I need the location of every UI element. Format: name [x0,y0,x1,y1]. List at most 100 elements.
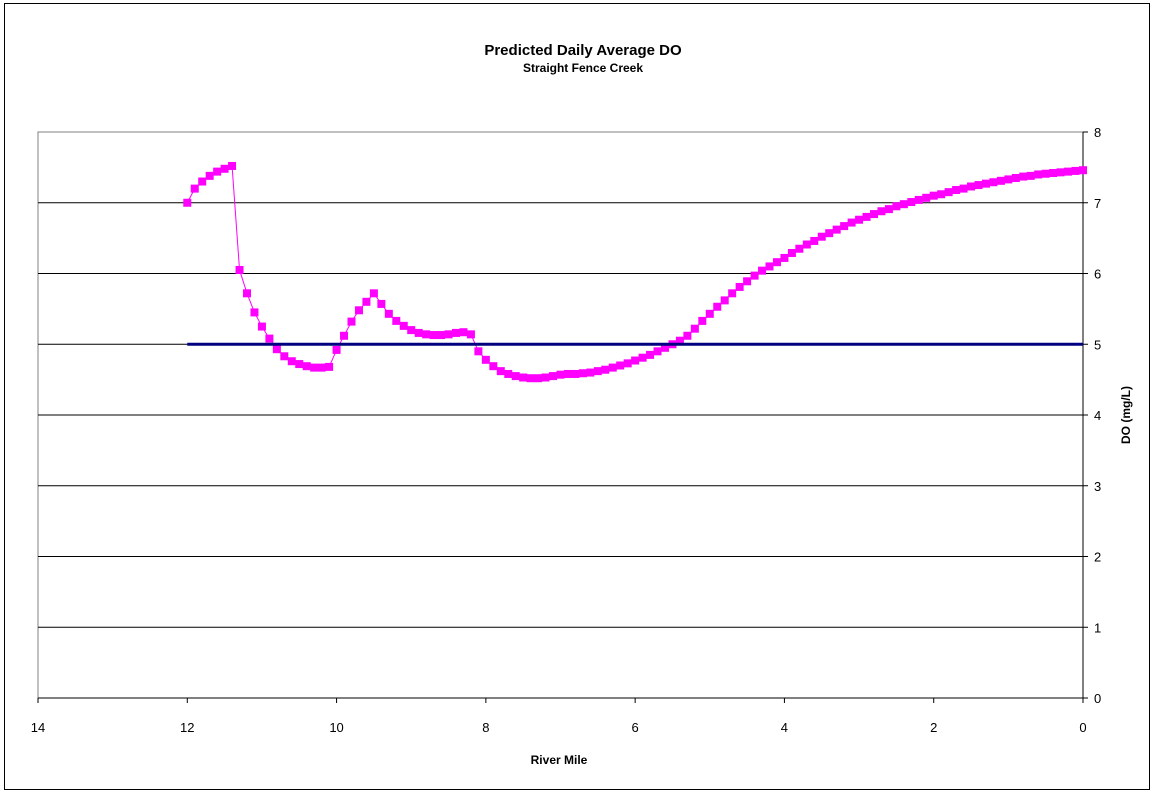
y-tick-label: 4 [1094,408,1101,423]
data-point [653,347,662,356]
data-point [466,330,475,339]
data-point [817,232,826,241]
data-point [1034,170,1043,179]
data-point [340,331,349,340]
data-point [228,161,237,170]
data-point [414,328,423,337]
data-point [354,306,363,315]
data-point [563,369,572,378]
data-point [832,225,841,234]
data-point [996,176,1005,185]
data-point [511,372,520,381]
data-point [608,363,617,372]
data-point [735,282,744,291]
data-point [556,370,565,379]
data-point [743,277,752,286]
data-point [287,357,296,366]
data-point [1079,166,1087,175]
data-point [661,343,669,352]
data-point [847,218,856,227]
x-axis-label: River Mile [531,753,588,767]
data-point [728,289,737,298]
axes-layer [37,131,1088,703]
data-point [952,186,961,195]
x-tick-label: 10 [329,720,343,735]
data-point [646,350,655,359]
data-point [392,316,401,325]
data-point [675,336,684,345]
data-point [713,302,722,311]
data-point [1004,175,1013,184]
data-point [765,262,774,271]
data-point [616,361,625,370]
data-point [1041,169,1050,178]
data-point [571,369,580,378]
data-point [631,356,640,365]
data-point [519,373,528,382]
data-point [862,212,871,221]
data-point [504,369,513,378]
data-point [787,248,796,257]
data-point [1049,169,1058,178]
data-point [974,181,983,190]
data-point [1064,167,1073,176]
data-point [578,369,587,378]
data-point [810,236,819,245]
data-point [601,365,610,374]
data-point [825,229,834,238]
data-point [489,362,498,371]
data-point [422,330,431,339]
data-point [1011,173,1020,182]
data-point [250,308,259,317]
data-point [638,353,647,362]
data-point [683,331,692,340]
data-point [459,328,468,337]
data-point [444,330,453,339]
data-point [310,363,319,372]
data-point [369,289,378,298]
data-point [399,321,408,330]
data-point [981,179,990,188]
data-point [526,374,535,383]
data-point [586,368,595,377]
x-tick-label: 6 [632,720,639,735]
data-point [481,355,490,364]
y-tick-label: 2 [1094,550,1101,565]
data-point [190,184,199,193]
data-point [205,171,214,180]
chart-frame [4,3,1150,790]
data-point [377,299,386,308]
data-point [534,374,543,383]
data-point [347,317,356,326]
series-line-0 [186,165,1084,379]
data-point [780,253,789,262]
data-point [937,190,946,199]
y-tick-label: 1 [1094,620,1101,635]
data-point [959,184,968,193]
y-tick-label: 3 [1094,479,1101,494]
data-point [989,178,998,187]
grid-layer [38,202,1083,628]
data-point [914,195,923,204]
y-tick-label: 6 [1094,267,1101,282]
data-point [302,362,311,371]
data-point [705,309,714,318]
data-point [213,167,222,176]
data-point [272,345,281,354]
data-point [243,289,251,298]
data-point [1056,168,1065,177]
data-point [1026,171,1035,180]
data-point [407,326,416,335]
x-tick-label: 8 [482,720,489,735]
data-point [183,198,192,207]
data-point [802,240,811,249]
data-point [772,258,781,267]
data-point [758,266,767,275]
chart-title: Predicted Daily Average DO [484,42,682,59]
data-point [750,271,759,280]
data-point [840,222,849,231]
y-axis-label: DO (mg/L) [1119,386,1133,444]
data-point [1071,166,1080,175]
